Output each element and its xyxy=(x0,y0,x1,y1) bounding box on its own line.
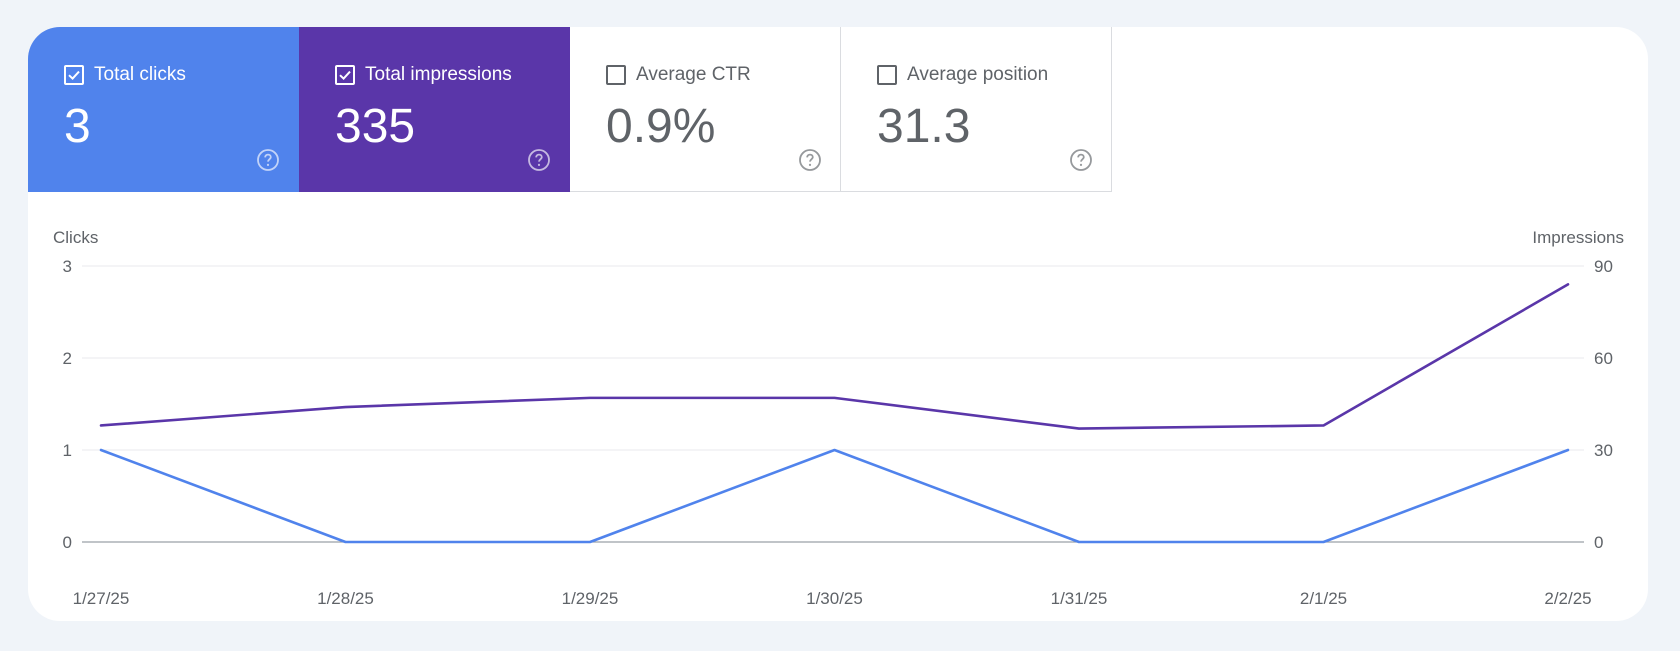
left-axis-tick-label: 2 xyxy=(63,349,72,368)
metric-label: Average CTR xyxy=(636,64,751,85)
left-axis-tick-label: 1 xyxy=(63,441,72,460)
left-axis-title: Clicks xyxy=(53,228,98,247)
x-axis-tick-label: 1/27/25 xyxy=(73,589,130,608)
help-icon[interactable] xyxy=(256,148,280,172)
x-axis-tick-label: 1/28/25 xyxy=(317,589,374,608)
metric-label: Total clicks xyxy=(94,64,186,85)
metric-value: 0.9% xyxy=(606,100,716,153)
help-icon[interactable] xyxy=(1069,148,1093,172)
help-icon[interactable] xyxy=(798,148,822,172)
right-axis-tick-label: 30 xyxy=(1594,441,1613,460)
performance-card: Total clicks 3 Total impressions 335 Ave… xyxy=(28,27,1648,621)
metric-card-average-position[interactable]: Average position 31.3 xyxy=(841,27,1112,192)
metric-card-total-impressions[interactable]: Total impressions 335 xyxy=(299,27,570,192)
x-axis-tick-label: 1/30/25 xyxy=(806,589,863,608)
unchecked-checkbox-icon[interactable] xyxy=(877,65,897,85)
series-line-total-impressions xyxy=(99,283,1570,430)
metric-card-average-ctr[interactable]: Average CTR 0.9% xyxy=(570,27,841,192)
metric-value: 335 xyxy=(335,100,416,153)
x-axis-tick-label: 1/29/25 xyxy=(562,589,619,608)
metric-tabs: Total clicks 3 Total impressions 335 Ave… xyxy=(28,27,1112,192)
x-axis-tick-label: 2/1/25 xyxy=(1300,589,1347,608)
right-axis-tick-label: 90 xyxy=(1594,257,1613,276)
right-axis-tick-label: 60 xyxy=(1594,349,1613,368)
right-axis-tick-label: 0 xyxy=(1594,533,1603,552)
checked-checkbox-icon[interactable] xyxy=(335,65,355,85)
checked-checkbox-icon[interactable] xyxy=(64,65,84,85)
performance-chart: Clicks Impressions 0 1 2 3 0 30 60 90 1/27/25 1/2… xyxy=(28,192,1648,621)
metric-value: 31.3 xyxy=(877,100,971,153)
left-axis-tick-label: 0 xyxy=(63,533,72,552)
metric-label: Average position xyxy=(907,64,1049,85)
unchecked-checkbox-icon[interactable] xyxy=(606,65,626,85)
help-icon[interactable] xyxy=(527,148,551,172)
metric-label: Total impressions xyxy=(365,64,512,85)
right-axis-title: Impressions xyxy=(1532,228,1624,247)
metric-card-total-clicks[interactable]: Total clicks 3 xyxy=(28,27,299,192)
series-line-total-clicks xyxy=(99,448,1570,544)
left-axis-tick-label: 3 xyxy=(63,257,72,276)
x-axis-tick-label: 2/2/25 xyxy=(1544,589,1591,608)
metric-value: 3 xyxy=(64,100,91,153)
x-axis-tick-label: 1/31/25 xyxy=(1051,589,1108,608)
